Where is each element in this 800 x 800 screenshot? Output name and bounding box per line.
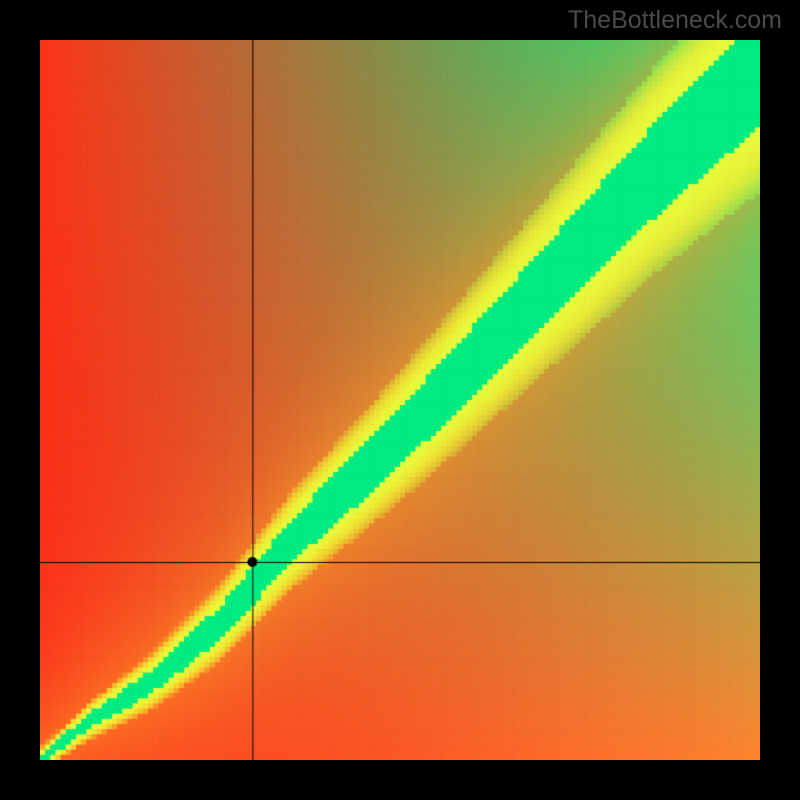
bottleneck-heatmap <box>40 40 760 760</box>
watermark-text: TheBottleneck.com <box>568 6 782 35</box>
chart-outer-frame: TheBottleneck.com <box>0 0 800 800</box>
